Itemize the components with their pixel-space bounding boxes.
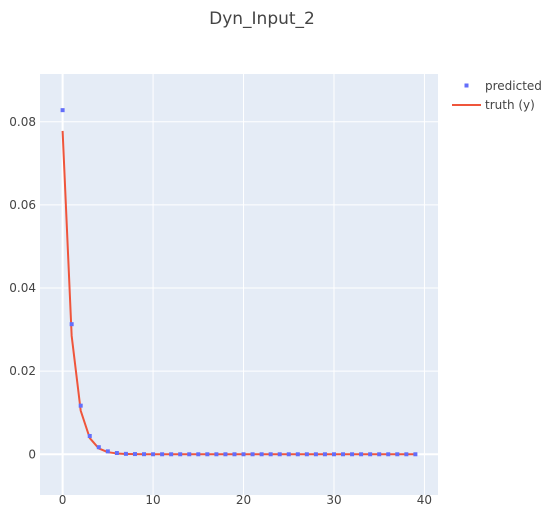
- legend-label-truth: truth (y): [485, 98, 535, 112]
- predicted-point: [232, 452, 237, 457]
- x-tick-label: 20: [236, 493, 251, 507]
- y-axis-ticks: 0 0.02 0.04 0.06 0.08: [9, 115, 36, 461]
- predicted-point: [60, 108, 65, 113]
- predicted-point: [114, 451, 119, 456]
- predicted-point: [331, 452, 336, 457]
- legend[interactable]: predicted truth (y): [452, 79, 542, 112]
- predicted-series-layer: [60, 108, 418, 457]
- legend-item-truth[interactable]: truth (y): [452, 98, 535, 112]
- legend-item-predicted[interactable]: predicted: [464, 79, 542, 93]
- plot-area: [40, 74, 438, 495]
- y-tick-label: 0.06: [9, 198, 36, 212]
- predicted-point: [368, 452, 373, 457]
- x-tick-label: 10: [145, 493, 160, 507]
- predicted-point: [105, 449, 110, 454]
- y-tick-label: 0.02: [9, 364, 36, 378]
- truth-series-layer: [61, 130, 416, 456]
- x-axis-ticks: 0 10 20 30 40: [59, 493, 432, 507]
- y-tick-label: 0.08: [9, 115, 36, 129]
- predicted-point: [151, 452, 156, 457]
- predicted-point: [223, 452, 228, 457]
- predicted-point: [178, 452, 183, 457]
- predicted-point: [268, 452, 273, 457]
- predicted-point: [123, 451, 128, 456]
- predicted-point: [377, 452, 382, 457]
- x-tick-label: 40: [417, 493, 432, 507]
- predicted-point: [241, 452, 246, 457]
- predicted-point: [295, 452, 300, 457]
- predicted-point: [250, 452, 255, 457]
- predicted-point: [413, 452, 418, 457]
- predicted-point: [78, 403, 83, 408]
- predicted-point: [286, 452, 291, 457]
- grid-lines: [40, 74, 438, 495]
- predicted-point: [87, 433, 92, 438]
- predicted-point: [322, 452, 327, 457]
- predicted-point: [350, 452, 355, 457]
- predicted-point: [187, 452, 192, 457]
- predicted-point: [259, 452, 264, 457]
- predicted-point: [205, 452, 210, 457]
- x-tick-label: 30: [326, 493, 341, 507]
- predicted-point: [132, 452, 137, 457]
- y-tick-label: 0.04: [9, 281, 36, 295]
- predicted-point: [214, 452, 219, 457]
- predicted-point: [277, 452, 282, 457]
- truth-line: [61, 130, 416, 456]
- predicted-point: [395, 452, 400, 457]
- predicted-point: [341, 452, 346, 457]
- x-tick-label: 0: [59, 493, 67, 507]
- predicted-point: [96, 445, 101, 450]
- predicted-point: [404, 452, 409, 457]
- predicted-point: [313, 452, 318, 457]
- legend-label-predicted: predicted: [485, 79, 542, 93]
- predicted-point: [169, 452, 174, 457]
- predicted-point: [69, 322, 74, 327]
- legend-marker-predicted: [464, 83, 469, 88]
- predicted-point: [386, 452, 391, 457]
- chart-title: Dyn_Input_2: [209, 9, 315, 29]
- predicted-point: [160, 452, 165, 457]
- y-tick-label: 0: [28, 447, 36, 461]
- predicted-point: [359, 452, 364, 457]
- predicted-point: [304, 452, 309, 457]
- predicted-point: [142, 452, 147, 457]
- predicted-point: [196, 452, 201, 457]
